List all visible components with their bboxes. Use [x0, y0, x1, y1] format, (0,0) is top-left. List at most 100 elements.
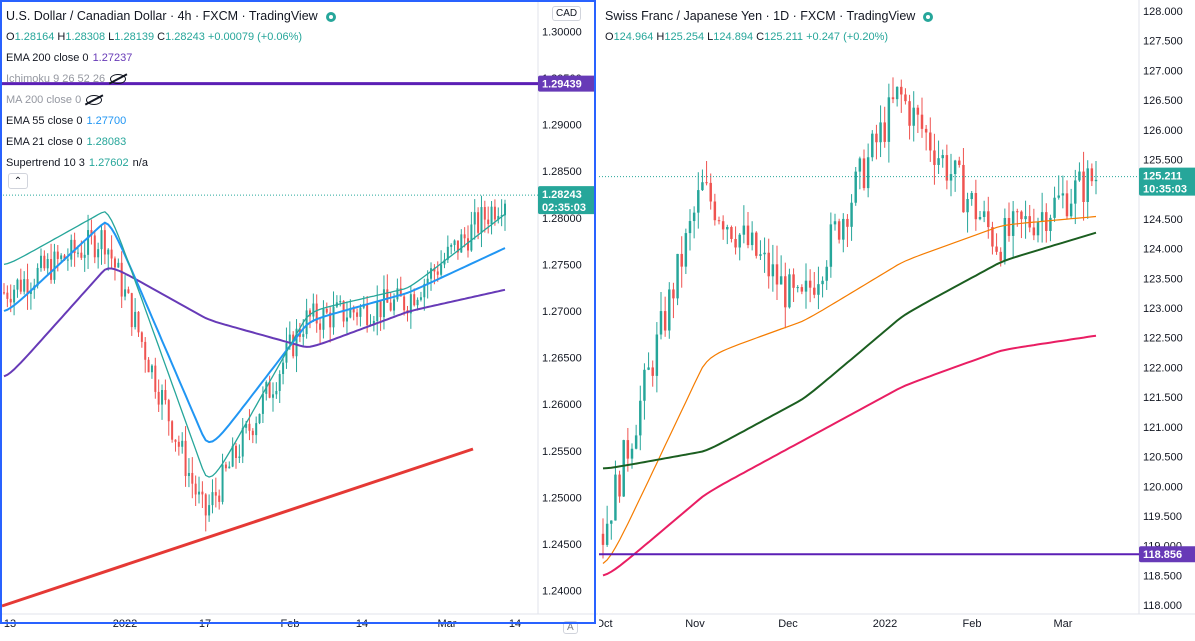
y-tick-label: 123.000: [1143, 303, 1183, 315]
candle-body: [493, 206, 496, 220]
indicator-value: 1.27602: [88, 157, 129, 169]
candle-body: [467, 238, 470, 251]
x-tick-label: Mar: [1054, 618, 1073, 630]
candle-body: [295, 328, 298, 357]
candle-body: [238, 456, 241, 458]
y-tick-label: 127.000: [1143, 65, 1183, 77]
candle-body: [97, 249, 100, 258]
candle-body: [120, 262, 123, 297]
change-value: +0.247 (+0.20%): [806, 31, 889, 43]
ohlc-row: O124.964 H125.254 L124.894 C125.211 +0.2…: [605, 31, 889, 43]
indicator-row[interactable]: Ichimoku 9 26 52 26: [6, 69, 336, 90]
candle-body: [409, 294, 412, 314]
x-tick-label: Feb: [281, 618, 300, 630]
candle-body: [634, 435, 638, 449]
candle-body: [730, 227, 733, 239]
candle-body: [991, 227, 994, 247]
candle-body: [288, 334, 291, 344]
candle-body: [460, 234, 463, 253]
candle-body: [668, 289, 671, 331]
candle-body: [83, 254, 86, 258]
indicator-row[interactable]: EMA 21 close 0 1.28083: [6, 132, 336, 153]
auto-scale-button[interactable]: A: [563, 621, 578, 634]
candle-body: [639, 400, 642, 436]
candle-body: [154, 365, 157, 392]
indicator-extra: n/a: [132, 157, 148, 169]
indicator-value: 1.27700: [86, 115, 127, 127]
chfjpy-chart[interactable]: 128.000 127.500 127.000 126.500 126.000 125.5…: [599, 0, 1195, 641]
y-tick-label: 126.000: [1143, 125, 1183, 137]
currency-selector[interactable]: CAD: [552, 6, 582, 21]
candle-body: [9, 298, 12, 303]
candle-body: [147, 359, 150, 373]
x-tick-label: 2022: [873, 618, 897, 630]
candle-body: [201, 491, 204, 495]
candle-body: [1053, 197, 1056, 218]
usdcad-chart-pane[interactable]: 1.300001.295001.290001.285001.280001.275…: [0, 0, 598, 641]
candle-body: [389, 302, 392, 311]
candle-body: [194, 483, 197, 495]
candle-body: [26, 279, 29, 294]
candle-body: [470, 224, 473, 251]
candle-body: [157, 391, 160, 405]
hidden-eye-icon[interactable]: [110, 74, 127, 85]
y-tick-label: 121.000: [1143, 422, 1183, 434]
candle-body: [978, 216, 982, 220]
indicator-row[interactable]: EMA 200 close 0 1.27237: [6, 48, 336, 69]
candle-body: [483, 207, 486, 220]
candle-body: [198, 491, 201, 495]
y-tick-label: 1.27500: [542, 259, 582, 271]
indicator-value: 1.27237: [92, 52, 133, 64]
high-value: 125.254: [664, 31, 705, 43]
candle-body: [767, 252, 770, 277]
x-tick-label: Dec: [778, 618, 798, 630]
candle-body: [1065, 193, 1069, 217]
indicator-label: Supertrend 10 3: [6, 157, 85, 169]
hidden-eye-icon[interactable]: [86, 95, 103, 106]
last-price-tag: [1139, 167, 1195, 196]
candle-body: [76, 252, 79, 254]
candle-body: [271, 394, 274, 398]
candle-body: [140, 332, 143, 342]
ma-line: [3, 211, 506, 478]
candle-body: [144, 341, 147, 360]
candle-body: [302, 334, 305, 337]
candle-body: [850, 202, 853, 227]
candle-body: [705, 182, 708, 184]
candle-body: [1090, 168, 1094, 182]
candle-body: [93, 235, 96, 258]
candle-body: [1078, 171, 1081, 181]
candle-body: [945, 155, 949, 181]
candle-body: [23, 279, 26, 292]
indicator-row[interactable]: EMA 55 close 0 1.27700: [6, 111, 336, 132]
y-tick-label: 1.27000: [542, 306, 582, 318]
collapse-legend-button[interactable]: ⌃: [8, 173, 28, 189]
candle-body: [164, 390, 167, 401]
candle-body: [792, 274, 795, 288]
y-tick-label: 1.28000: [542, 213, 582, 225]
countdown-text: 02:35:03: [542, 202, 586, 214]
candle-body: [862, 158, 866, 189]
chfjpy-chart-pane[interactable]: 128.000 127.500 127.000 126.500 126.000 125.5…: [599, 0, 1195, 641]
y-tick-label: 126.500: [1143, 95, 1183, 107]
candle-body: [697, 190, 700, 213]
candle-body: [13, 289, 16, 303]
candle-body: [680, 253, 683, 267]
candle-body: [916, 107, 920, 115]
candle-body: [779, 276, 783, 285]
indicator-row[interactable]: Supertrend 10 3 1.27602 n/a: [6, 153, 336, 174]
candle-body: [224, 464, 227, 469]
candle-body: [887, 97, 891, 142]
candle-body: [958, 160, 961, 165]
candle-body: [643, 369, 646, 401]
candle-body: [663, 311, 667, 331]
candle-body: [356, 312, 359, 317]
usdcad-chart[interactable]: 1.300001.295001.290001.285001.280001.275…: [0, 0, 598, 641]
candle-body: [107, 249, 110, 255]
x-tick-label: Mar: [438, 618, 457, 630]
candle-body: [684, 233, 688, 267]
candle-body: [100, 230, 103, 250]
candle-body: [241, 427, 244, 457]
y-tick-label: 118.500: [1143, 570, 1182, 582]
indicator-row[interactable]: MA 200 close 0: [6, 90, 336, 111]
